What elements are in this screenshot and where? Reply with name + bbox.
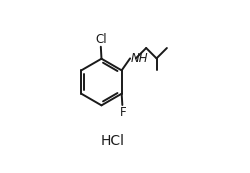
Text: HCl: HCl	[100, 134, 124, 148]
Text: F: F	[120, 106, 127, 119]
Text: NH: NH	[131, 52, 148, 65]
Text: Cl: Cl	[95, 33, 107, 46]
